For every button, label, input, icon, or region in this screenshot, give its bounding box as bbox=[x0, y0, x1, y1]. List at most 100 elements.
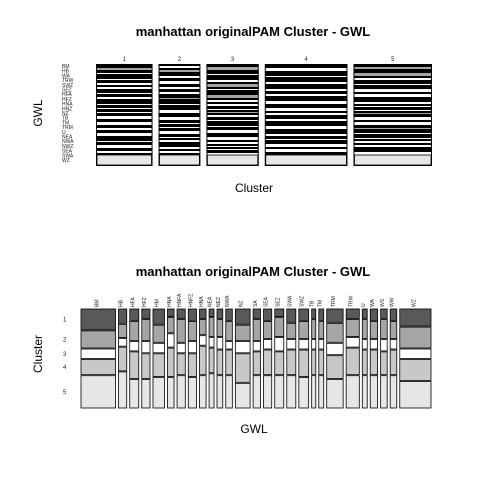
bottom-column-label-0: BM bbox=[94, 300, 100, 308]
bottom-row-label-2: 2 bbox=[63, 337, 67, 343]
bottom-cell-6-1 bbox=[176, 308, 186, 319]
bottom-cell-22-3 bbox=[361, 339, 368, 350]
top-stripe-1-11 bbox=[97, 122, 152, 125]
top-stripe-1-3 bbox=[97, 83, 152, 85]
bottom-cell-16-3 bbox=[286, 339, 297, 350]
top-row-label-18: SEA bbox=[62, 149, 73, 155]
bottom-cell-8-2 bbox=[199, 319, 207, 336]
bottom-cell-19-4 bbox=[318, 349, 325, 376]
bottom-cell-5-1 bbox=[167, 308, 175, 317]
bottom-cell-17-3 bbox=[298, 339, 310, 350]
top-stripe-3-11 bbox=[207, 120, 258, 121]
bottom-cell-25-3 bbox=[389, 339, 398, 350]
top-stripe-1-7 bbox=[97, 104, 152, 105]
top-column-label-4: 4 bbox=[304, 57, 308, 63]
bottom-cell-6-5 bbox=[176, 375, 186, 409]
bottom-cell-18-2 bbox=[311, 319, 317, 339]
bottom-cell-23-1 bbox=[369, 308, 379, 321]
top-chart-xlabel: Cluster bbox=[235, 181, 273, 195]
top-stripe-2-4 bbox=[159, 87, 200, 89]
bottom-cell-13-2 bbox=[252, 319, 261, 341]
bottom-cell-0-2 bbox=[80, 330, 116, 349]
bottom-cell-18-5 bbox=[311, 375, 317, 409]
top-stripe-4-10 bbox=[265, 134, 347, 136]
top-stripe-2-7 bbox=[159, 104, 200, 105]
bottom-cell-7-2 bbox=[187, 320, 197, 341]
bottom-cell-16-1 bbox=[286, 308, 297, 323]
bottom-cell-5-3 bbox=[167, 333, 175, 348]
bottom-cell-4-3 bbox=[152, 342, 165, 354]
top-chart-title: manhattan originalPAM Cluster - GWL bbox=[136, 24, 371, 39]
top-stripe-5-6 bbox=[354, 102, 431, 104]
top-column-label-3: 3 bbox=[231, 57, 235, 63]
bottom-cell-19-1 bbox=[318, 308, 325, 321]
bottom-cell-19-2 bbox=[318, 320, 325, 339]
top-stripe-2-2 bbox=[159, 76, 200, 78]
bottom-chart-title: manhattan originalPAM Cluster - GWL bbox=[136, 264, 371, 279]
bottom-cell-5-4 bbox=[167, 347, 175, 378]
bottom-row-label-3: 3 bbox=[63, 352, 67, 358]
bottom-cell-9-4 bbox=[208, 347, 215, 374]
bottom-row-label-4: 4 bbox=[63, 365, 67, 371]
bottom-cell-22-5 bbox=[361, 375, 368, 409]
bottom-cell-26-1 bbox=[399, 308, 432, 327]
bottom-cell-24-1 bbox=[380, 308, 388, 319]
top-stripe-3-6 bbox=[207, 100, 258, 102]
bottom-cell-2-5 bbox=[129, 379, 140, 409]
top-stripe-4-7 bbox=[265, 113, 347, 115]
bottom-cell-0-5 bbox=[80, 375, 116, 409]
top-stripe-5-11 bbox=[354, 122, 431, 125]
top-row-label-1: HB bbox=[62, 69, 70, 75]
top-row-label-9: HNZ bbox=[62, 106, 72, 112]
bottom-column-label-5: HNA bbox=[167, 296, 173, 307]
top-stripe-3-1 bbox=[207, 74, 258, 75]
top-row-label-3: TRW bbox=[62, 78, 74, 84]
bottom-column-label-14: SEA bbox=[264, 296, 270, 307]
top-stripe-2-0 bbox=[159, 66, 200, 68]
top-stripe-3-9 bbox=[207, 112, 258, 113]
top-stripe-5-7 bbox=[354, 106, 431, 107]
top-stripe-3-8 bbox=[207, 109, 258, 110]
bottom-column-label-26: WZ bbox=[411, 299, 417, 307]
top-column-label-2: 2 bbox=[178, 57, 182, 63]
bottom-cell-16-5 bbox=[286, 375, 297, 409]
top-row-label-16: NWA bbox=[62, 139, 74, 145]
bottom-cell-21-4 bbox=[345, 347, 360, 376]
bottom-cell-13-3 bbox=[252, 340, 261, 352]
bottom-cell-3-4 bbox=[141, 353, 151, 379]
top-column-label-1: 1 bbox=[123, 57, 127, 63]
bottom-cell-26-2 bbox=[399, 326, 432, 349]
top-stripe-4-1 bbox=[265, 76, 347, 77]
bottom-cell-1-4 bbox=[118, 346, 128, 372]
bottom-column-label-20: TRM bbox=[331, 296, 337, 307]
top-stripe-2-13 bbox=[159, 137, 200, 138]
top-stripe-1-5 bbox=[97, 93, 152, 94]
bottom-cell-21-2 bbox=[345, 319, 360, 338]
bottom-column-label-24: WS bbox=[380, 298, 386, 307]
bottom-column-label-4: HM bbox=[155, 299, 161, 307]
bottom-cell-25-4 bbox=[389, 349, 398, 376]
top-column-1 bbox=[96, 64, 153, 166]
bottom-cell-3-2 bbox=[141, 319, 151, 341]
bottom-cell-17-5 bbox=[298, 377, 310, 409]
bottom-cell-25-1 bbox=[389, 308, 398, 321]
top-stripe-2-11 bbox=[159, 127, 200, 128]
bottom-cell-17-1 bbox=[298, 308, 310, 321]
bottom-cell-26-4 bbox=[399, 359, 432, 381]
bottom-cell-17-2 bbox=[298, 320, 310, 339]
top-stripe-3-12 bbox=[207, 126, 258, 127]
bottom-cell-12-2 bbox=[234, 324, 251, 341]
bottom-chart-ylabel: Cluster bbox=[31, 335, 45, 373]
bottom-cell-8-5 bbox=[199, 375, 207, 409]
bottom-cell-13-4 bbox=[252, 351, 261, 376]
bottom-cell-10-4 bbox=[216, 349, 224, 376]
top-stripe-5-17 bbox=[354, 152, 431, 155]
bottom-column-label-11: NWA bbox=[225, 295, 231, 307]
bottom-cell-23-2 bbox=[369, 320, 379, 339]
top-bottom-block-5 bbox=[354, 154, 432, 166]
bottom-cell-2-4 bbox=[129, 351, 140, 379]
bottom-cell-26-5 bbox=[399, 380, 432, 409]
bottom-cell-9-1 bbox=[208, 308, 215, 317]
bottom-column-label-13: SA bbox=[253, 300, 259, 307]
